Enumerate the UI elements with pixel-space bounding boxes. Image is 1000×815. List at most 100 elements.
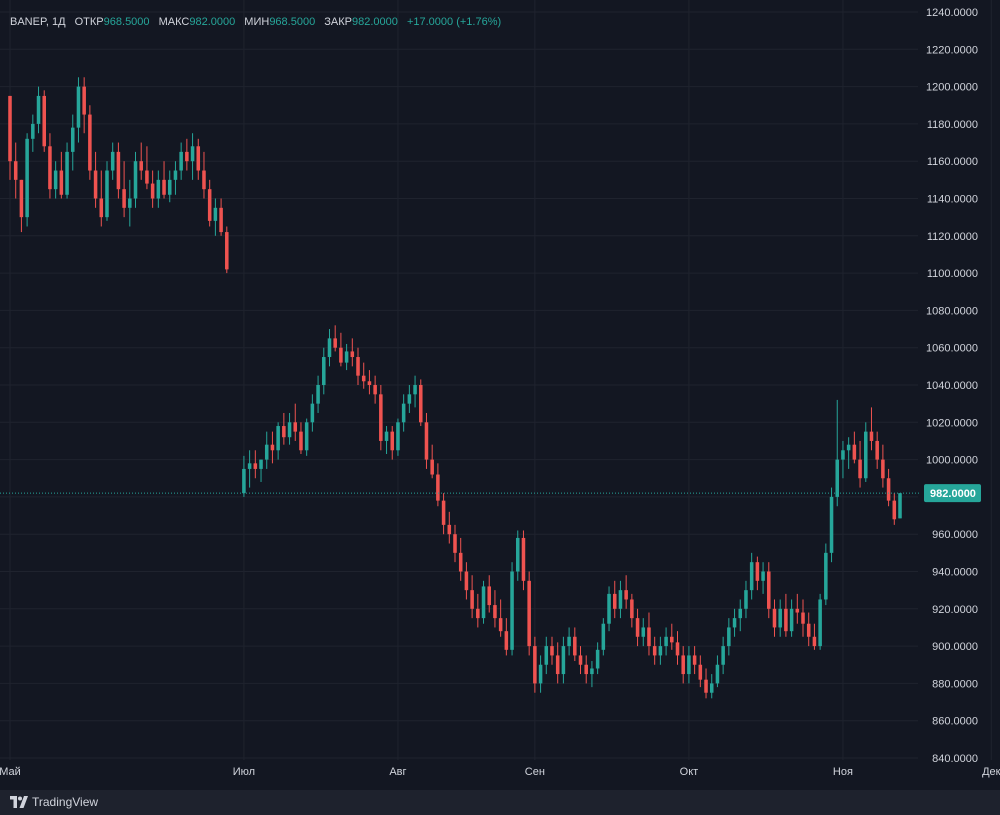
candle-body	[784, 608, 788, 632]
price-tick-label: 1080.0000	[926, 305, 978, 317]
candle-body	[772, 608, 777, 628]
candle-body	[670, 636, 674, 643]
candle-body	[116, 151, 121, 190]
candle-body	[681, 655, 685, 675]
candle-body	[207, 189, 212, 221]
symbol-name[interactable]: BANEP, 1Д	[10, 16, 66, 28]
candle-body	[367, 381, 372, 385]
candle-body	[19, 179, 24, 218]
time-tick-label: Дек	[982, 766, 1000, 778]
candle-body	[413, 385, 417, 395]
candle-body	[584, 664, 588, 675]
candle-body	[704, 679, 708, 693]
candle-body	[846, 444, 851, 451]
candle-body	[829, 496, 834, 553]
candle-body	[65, 151, 69, 195]
candle-body	[133, 161, 138, 199]
candle-body	[247, 463, 252, 469]
candle-body	[732, 618, 737, 628]
price-tick-label: 1120.0000	[927, 231, 978, 243]
price-tick-label: 960.0000	[932, 529, 978, 541]
candle-body	[99, 198, 104, 218]
candle-body	[13, 161, 18, 180]
candle-body	[881, 459, 885, 479]
candle-body	[384, 431, 389, 441]
candle-body	[652, 646, 657, 656]
grid	[0, 0, 992, 760]
candle-body	[789, 608, 794, 632]
candle-body	[601, 623, 606, 650]
candle-body	[270, 444, 275, 451]
symbol-legend: BANEP, 1Д ОТКР968.5000 МАКС982.0000 МИН9…	[10, 16, 501, 28]
candle-body	[344, 351, 349, 363]
candle-body	[190, 146, 195, 162]
high-value: 982.0000	[189, 16, 236, 28]
candle-body	[555, 655, 560, 675]
candle-body	[476, 608, 480, 619]
candle-body	[470, 590, 474, 609]
candle-body	[110, 151, 115, 171]
candle-body	[618, 590, 623, 609]
time-tick-label: Сен	[525, 766, 545, 778]
candle-body	[738, 608, 743, 619]
candle-body	[316, 385, 320, 404]
price-tick-label: 1220.0000	[926, 44, 978, 56]
candle-body	[504, 631, 509, 650]
candle-body	[287, 422, 292, 438]
candle-body	[812, 636, 817, 647]
candle-body	[339, 347, 343, 363]
candle-body	[379, 394, 383, 441]
candle-body	[162, 179, 166, 195]
candle-body	[401, 403, 406, 423]
close-value: 982.0000	[352, 16, 398, 28]
open-label: ОТКР	[74, 16, 104, 28]
candlestick-chart[interactable]: 1240.0000 1220.0000 1200.0000 1180.0000 1160…	[0, 0, 1000, 790]
candle-body	[852, 444, 857, 460]
candle-body	[544, 646, 549, 665]
candle-body	[264, 444, 269, 460]
price-tick-label: 940.0000	[932, 567, 978, 579]
candle-body	[310, 403, 315, 423]
price-tick-label: 860.0000	[932, 716, 978, 728]
price-tick-label: 880.0000	[932, 678, 978, 690]
candle-body	[612, 593, 617, 609]
candle-body	[93, 170, 98, 199]
candle-body	[259, 459, 263, 469]
candle-body	[185, 151, 189, 162]
tradingview-logo[interactable]: TradingView	[10, 795, 98, 809]
candle-body	[350, 351, 355, 358]
candle-body	[390, 431, 395, 451]
candle-body	[664, 636, 668, 647]
candle-body	[150, 183, 155, 199]
candle-body	[219, 207, 223, 233]
candle-body	[145, 170, 149, 184]
candle-body	[778, 608, 782, 628]
candle-body	[858, 459, 862, 479]
brand-name: TradingView	[32, 795, 99, 809]
candle-body	[709, 683, 714, 693]
candle-body	[841, 450, 845, 460]
candle-body	[692, 655, 697, 665]
candle-body	[824, 552, 828, 600]
candle-body	[761, 571, 765, 581]
time-axis: МайИюлАвгСенОктНояДек2026ФевМарАпр	[0, 766, 1000, 778]
candle-body	[179, 151, 183, 171]
candle-body	[607, 593, 611, 624]
candle-body	[173, 170, 178, 180]
time-tick-label: Окт	[680, 766, 699, 778]
candle-body	[578, 655, 583, 665]
candles	[8, 77, 902, 699]
candle-body	[322, 357, 326, 385]
price-tick-label: 1200.0000	[926, 82, 978, 94]
candle-body	[253, 463, 258, 469]
chart-area[interactable]: 1240.0000 1220.0000 1200.0000 1180.0000 1160…	[0, 0, 1000, 790]
price-tick-label: 1040.0000	[926, 380, 978, 392]
candle-body	[327, 338, 332, 358]
candle-body	[419, 385, 423, 423]
candle-body	[573, 636, 577, 656]
candle-body	[635, 618, 640, 637]
candle-body	[875, 440, 879, 460]
candle-body	[82, 86, 86, 115]
candle-body	[407, 394, 412, 404]
candle-body	[595, 649, 600, 669]
